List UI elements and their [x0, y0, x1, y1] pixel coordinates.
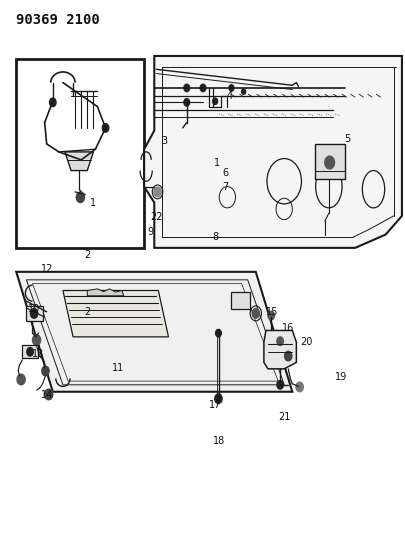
Polygon shape	[16, 272, 292, 392]
Circle shape	[17, 374, 25, 385]
Text: 2: 2	[84, 250, 90, 260]
Circle shape	[214, 394, 222, 403]
Text: 13: 13	[32, 350, 45, 359]
Polygon shape	[63, 290, 168, 337]
Text: 11: 11	[111, 363, 124, 373]
Circle shape	[212, 98, 217, 104]
Circle shape	[276, 381, 283, 389]
Text: 12: 12	[40, 264, 53, 274]
Circle shape	[241, 89, 245, 94]
Text: 17: 17	[209, 400, 221, 410]
Text: 10: 10	[28, 304, 40, 314]
Bar	[314, 144, 344, 179]
Text: 16: 16	[281, 323, 294, 333]
Text: 5: 5	[343, 134, 350, 143]
Circle shape	[324, 156, 334, 169]
Text: 6: 6	[222, 168, 228, 178]
Circle shape	[102, 124, 109, 132]
Circle shape	[183, 84, 189, 92]
Text: 90369 2100: 90369 2100	[16, 13, 100, 27]
Bar	[26, 306, 43, 321]
Polygon shape	[65, 152, 93, 171]
Circle shape	[45, 389, 53, 400]
Circle shape	[30, 309, 38, 318]
Polygon shape	[263, 330, 296, 369]
Text: 7: 7	[222, 182, 228, 191]
Bar	[231, 292, 249, 309]
Text: 15: 15	[265, 307, 277, 317]
Polygon shape	[87, 289, 124, 296]
Circle shape	[32, 335, 40, 345]
Circle shape	[276, 337, 283, 345]
Text: 1: 1	[90, 198, 96, 207]
Circle shape	[252, 309, 259, 318]
Text: 20: 20	[300, 337, 312, 347]
Text: 1: 1	[213, 158, 220, 167]
Circle shape	[200, 84, 205, 92]
Polygon shape	[144, 56, 401, 248]
Circle shape	[295, 382, 303, 392]
Circle shape	[228, 85, 233, 91]
Circle shape	[42, 366, 49, 376]
Circle shape	[267, 311, 274, 320]
Bar	[16, 59, 144, 248]
Text: 14: 14	[40, 391, 53, 400]
Text: 3: 3	[161, 136, 167, 146]
Circle shape	[27, 348, 33, 356]
Circle shape	[76, 192, 84, 203]
Text: 8: 8	[211, 232, 218, 242]
Text: 21: 21	[277, 412, 290, 422]
Circle shape	[49, 98, 56, 107]
Text: 19: 19	[334, 372, 346, 382]
Text: 4: 4	[226, 91, 232, 101]
Bar	[22, 345, 38, 358]
Circle shape	[153, 187, 161, 197]
Text: 2: 2	[84, 307, 90, 317]
Text: 22: 22	[150, 213, 162, 222]
Circle shape	[215, 329, 221, 337]
Text: 18: 18	[213, 437, 225, 446]
Circle shape	[183, 99, 189, 106]
Circle shape	[284, 351, 291, 361]
Text: 9: 9	[147, 227, 153, 237]
